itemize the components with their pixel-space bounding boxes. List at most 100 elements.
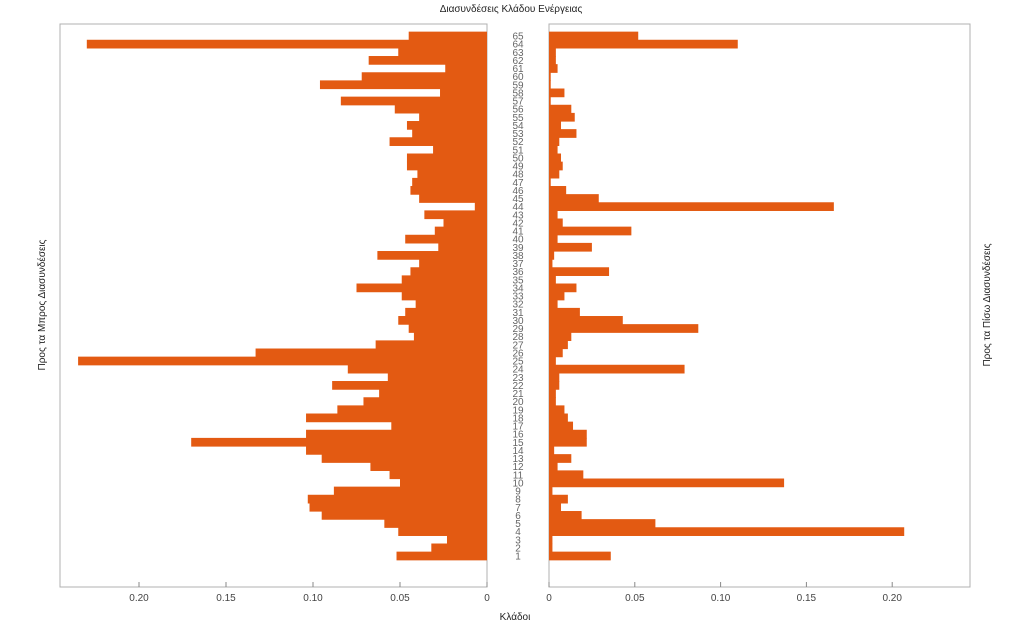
right-y-axis-label: Προς τα Πίσω Διασυνδέσεις [981, 243, 993, 366]
category-label-41: 41 [512, 227, 524, 238]
category-label-15: 15 [512, 438, 524, 449]
category-label-28: 28 [512, 332, 524, 343]
right-bar-54 [549, 121, 562, 130]
right-bar-46 [549, 186, 567, 195]
left-bar-2 [431, 543, 487, 553]
right-bar-55 [549, 112, 575, 122]
category-label-10: 10 [512, 478, 524, 489]
left-bar-32 [415, 299, 487, 309]
category-label-52: 52 [512, 137, 524, 148]
left-bar-38 [377, 251, 487, 260]
left-bar-48 [417, 169, 487, 179]
category-label-55: 55 [512, 113, 524, 124]
right-x-tick-3-label: 0.15 [797, 593, 817, 604]
right-bar-24 [549, 364, 685, 374]
category-label-64: 64 [512, 40, 524, 51]
left-bar-5 [384, 519, 487, 528]
category-label-14: 14 [512, 446, 524, 457]
category-label-26: 26 [512, 348, 524, 359]
left-bar-7 [309, 502, 487, 512]
left-bar-55 [419, 112, 487, 122]
right-bar-8 [549, 494, 568, 504]
right-x-tick-1-label: 0.05 [625, 593, 645, 604]
right-bar-47 [549, 177, 551, 187]
right-bar-51 [549, 145, 558, 155]
left-bar-26 [255, 348, 487, 358]
left-bar-57 [340, 96, 487, 106]
right-bar-58 [549, 88, 565, 98]
right-bar-61 [549, 64, 558, 73]
left-x-tick-1-label: 0.15 [216, 593, 236, 604]
left-bar-53 [412, 129, 487, 138]
left-bar-41 [434, 226, 487, 236]
category-label-51: 51 [512, 145, 524, 156]
right-bar-13 [549, 454, 572, 463]
left-bar-25 [78, 356, 487, 366]
right-bar-64 [549, 39, 738, 49]
category-label-16: 16 [512, 430, 524, 441]
category-label-58: 58 [512, 88, 524, 99]
right-bars [549, 31, 905, 561]
left-bar-54 [406, 121, 487, 130]
left-bar-4 [398, 527, 487, 536]
right-bar-38 [549, 251, 555, 260]
left-bar-64 [86, 39, 488, 49]
left-bar-31 [405, 307, 487, 317]
category-label-32: 32 [512, 300, 524, 311]
right-bar-21 [549, 389, 556, 398]
left-bar-30 [398, 316, 487, 325]
category-label-40: 40 [512, 235, 524, 246]
category-label-4: 4 [515, 527, 521, 538]
category-label-12: 12 [512, 462, 524, 473]
category-label-39: 39 [512, 243, 524, 254]
category-label-24: 24 [512, 365, 524, 376]
left-bar-60 [361, 72, 487, 81]
right-bar-32 [549, 299, 558, 309]
left-bar-59 [319, 80, 487, 90]
right-bar-34 [549, 283, 577, 293]
left-bar-18 [306, 413, 487, 423]
right-bar-22 [549, 381, 560, 390]
left-bar-47 [412, 177, 487, 187]
right-bar-41 [549, 226, 632, 236]
category-label-65: 65 [512, 32, 524, 43]
left-bar-33 [401, 291, 487, 301]
category-label-49: 49 [512, 162, 524, 173]
right-bar-33 [549, 291, 565, 301]
category-label-23: 23 [512, 373, 524, 384]
category-label-9: 9 [515, 487, 521, 498]
category-label-2: 2 [515, 543, 521, 554]
left-bar-42 [443, 218, 487, 228]
left-bars [78, 31, 488, 561]
right-bar-19 [549, 405, 565, 415]
x-axis-ticks: 0.20 0.15 0.10 0.05 0 0 0.05 0.10 0.15 0.20 [129, 582, 902, 604]
right-bar-49 [549, 161, 563, 171]
left-bar-24 [347, 364, 487, 374]
right-x-tick-4-label: 0.20 [882, 593, 902, 604]
right-bar-12 [549, 462, 558, 471]
right-bar-4 [549, 527, 905, 536]
category-label-62: 62 [512, 56, 524, 67]
left-bar-37 [419, 259, 487, 268]
right-bar-45 [549, 194, 599, 203]
right-bar-7 [549, 502, 562, 512]
left-bar-16 [306, 429, 487, 439]
right-bar-5 [549, 519, 656, 528]
right-bar-10 [549, 478, 785, 488]
left-bar-46 [410, 186, 487, 195]
category-label-18: 18 [512, 413, 524, 424]
right-bar-31 [549, 307, 580, 317]
category-label-29: 29 [512, 324, 524, 335]
right-bar-48 [549, 169, 560, 179]
right-bar-37 [549, 259, 553, 268]
category-label-53: 53 [512, 129, 524, 140]
right-x-tick-0-label: 0 [546, 593, 552, 604]
left-bar-39 [438, 242, 487, 252]
right-bar-26 [549, 348, 563, 358]
x-axis-label: Κλάδοι [500, 611, 531, 623]
left-y-axis-label: Προς τα Μπρος Διασυνδέσεις [36, 239, 48, 370]
left-x-tick-2-label: 0.10 [303, 593, 323, 604]
right-bar-17 [549, 421, 574, 431]
left-x-tick-4-label: 0 [484, 593, 490, 604]
